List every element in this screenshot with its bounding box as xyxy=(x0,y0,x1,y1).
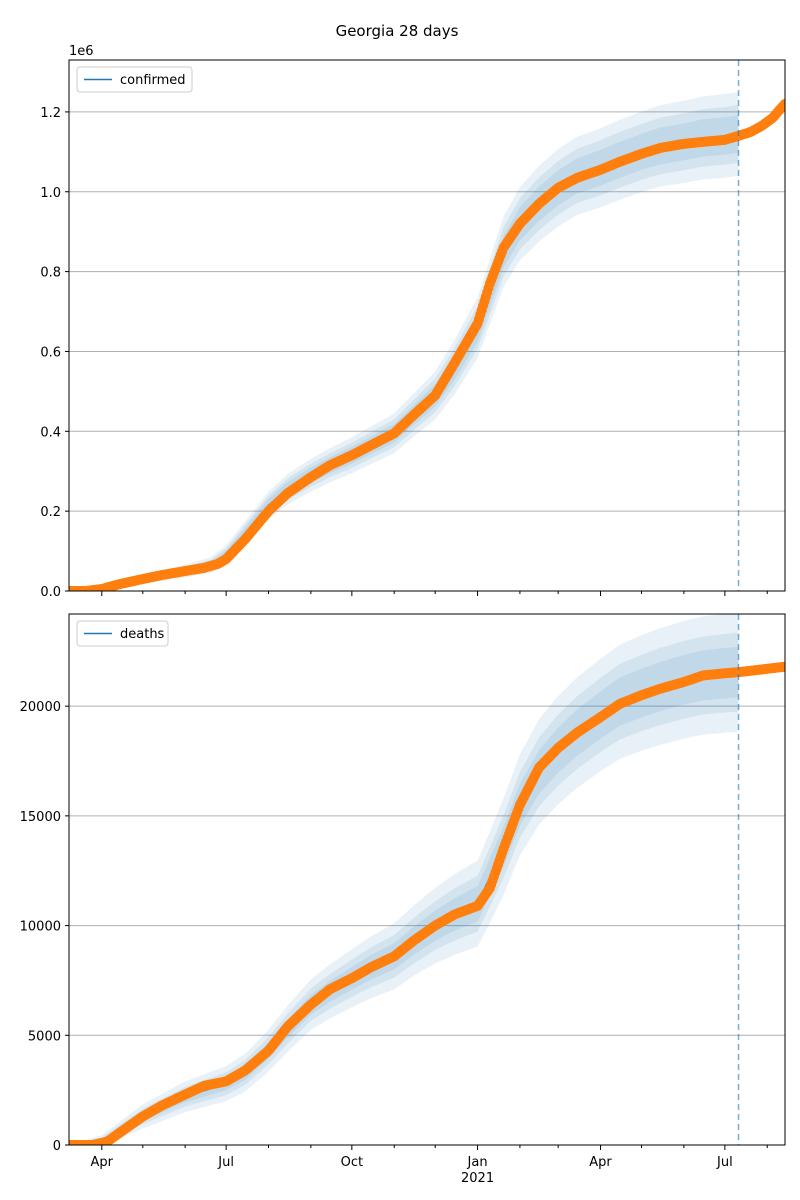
y-tick-label: 0.8 xyxy=(40,266,61,281)
legend-box xyxy=(76,66,193,93)
uncertainty-band xyxy=(69,614,739,1145)
y-tick-label: 5000 xyxy=(28,1029,61,1044)
x-year-label: 2021 xyxy=(461,1171,494,1186)
fit-line xyxy=(69,133,739,591)
y-tick-label: 0.6 xyxy=(40,345,61,360)
legend: confirmed xyxy=(76,66,193,93)
uncertainty-band xyxy=(69,91,739,591)
y-tick-label: 1.0 xyxy=(40,186,61,201)
uncertainty-band xyxy=(69,104,739,591)
y-tick-label: 0.4 xyxy=(40,425,61,440)
legend-box xyxy=(76,620,169,647)
x-tick-label: Apr xyxy=(589,1155,612,1170)
axes-frame xyxy=(68,613,786,1146)
uncertainty-band xyxy=(69,646,739,1145)
y-tick-label: 0.0 xyxy=(40,585,61,600)
y-tick-label: 20000 xyxy=(20,700,61,715)
observed-point xyxy=(780,661,785,672)
y-tick-label: 1.2 xyxy=(40,106,61,121)
x-tick-label: Oct xyxy=(341,1155,363,1170)
y-tick-label: 0.2 xyxy=(40,505,61,520)
y-tick-label: 10000 xyxy=(20,920,61,935)
figure-title: Georgia 28 days xyxy=(336,22,459,40)
y-offset-label: 1e6 xyxy=(69,44,94,59)
x-tick-label: Jul xyxy=(217,1155,234,1170)
plot-area xyxy=(69,91,785,591)
uncertainty-band xyxy=(69,632,739,1145)
x-tick-label: Jan xyxy=(467,1155,488,1170)
axes-frame xyxy=(68,59,786,592)
deaths-panel: 0 5000 10000 15000 20000 Apr Jul Oct Jan Apr Jul 20… xyxy=(20,613,786,1186)
x-tick-label: Jul xyxy=(716,1155,733,1170)
y-tick-label: 15000 xyxy=(20,810,61,825)
confirmed-panel: 0.0 0.2 0.4 0.6 0.8 1.0 1.2 1e6 confirmed xyxy=(40,44,786,600)
plot-area xyxy=(69,614,785,1145)
legend: deaths xyxy=(76,620,169,647)
x-tick-label: Apr xyxy=(91,1155,114,1170)
observed-point xyxy=(780,98,785,109)
y-tick-label: 0 xyxy=(53,1139,61,1154)
legend-label: deaths xyxy=(120,627,165,642)
legend-label: confirmed xyxy=(120,73,186,88)
